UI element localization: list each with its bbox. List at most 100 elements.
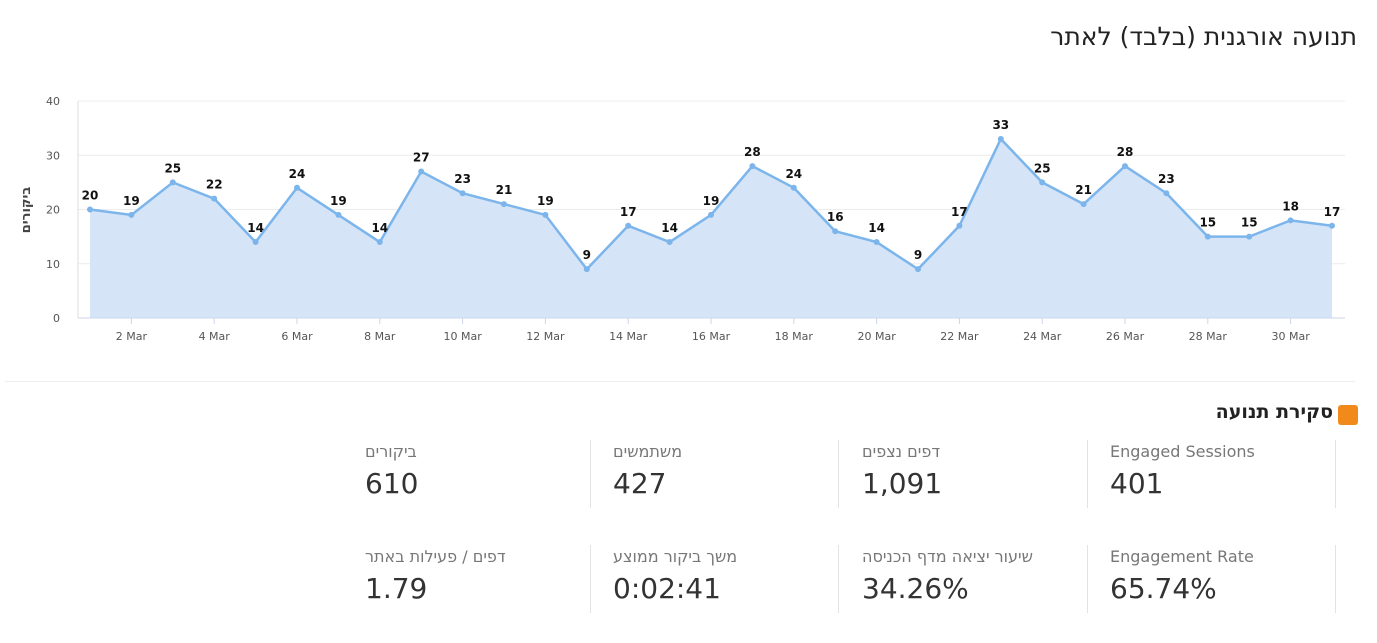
- point: [87, 206, 93, 213]
- data-label: 16: [827, 210, 844, 224]
- data-label: 24: [785, 167, 802, 181]
- x-tick-label: 2 Mar: [116, 330, 148, 343]
- stat-value: 610: [365, 467, 419, 500]
- point: [1287, 217, 1294, 224]
- data-label: 15: [1199, 216, 1216, 230]
- data-label: 28: [744, 145, 761, 159]
- x-tick-label: 4 Mar: [199, 330, 231, 343]
- stat: ביקורים 610: [365, 440, 591, 508]
- stat: משך ביקור ממוצע 0:02:41: [613, 545, 839, 613]
- point: [294, 184, 300, 191]
- point: [873, 239, 880, 246]
- point: [666, 239, 673, 246]
- point: [1122, 163, 1128, 170]
- point: [128, 211, 135, 218]
- overview-title: סקירת תנועה: [1215, 401, 1333, 423]
- stat-value: 65.74%: [1110, 572, 1217, 605]
- y-axis-label: ביקורים: [19, 187, 34, 234]
- x-tick-label: 28 Mar: [1189, 330, 1228, 343]
- point: [832, 228, 839, 235]
- y-tick-label: 10: [46, 258, 60, 271]
- point: [252, 239, 259, 246]
- data-label: 19: [703, 194, 720, 208]
- x-tick-label: 14 Mar: [609, 330, 648, 343]
- data-label: 21: [1075, 183, 1092, 197]
- y-tick-label: 0: [53, 312, 60, 325]
- point: [997, 135, 1004, 142]
- data-label: 17: [951, 205, 968, 219]
- data-label: 33: [992, 118, 1009, 132]
- stat-label: משתמשים: [613, 442, 683, 461]
- chart: תנועה אורגנית (בלבד) לאתר ביקורים 0 10 20 3…: [19, 22, 1357, 343]
- area: [90, 138, 1332, 318]
- y-tick-label: 40: [46, 95, 60, 108]
- x-tick-label: 24 Mar: [1023, 330, 1062, 343]
- point: [956, 222, 963, 229]
- x-tick-label: 22 Mar: [940, 330, 979, 343]
- divider: [5, 381, 1355, 382]
- stat: דפים / פעילות באתר 1.79: [365, 545, 591, 613]
- stat-value: 427: [613, 467, 667, 500]
- data-label: 27: [413, 151, 430, 165]
- stat-value: 401: [1110, 467, 1164, 500]
- point: [1163, 190, 1170, 197]
- stat-value: 1,091: [862, 467, 943, 500]
- data-label: 22: [206, 178, 223, 192]
- point: [376, 239, 383, 246]
- point: [1204, 233, 1211, 240]
- stat-value: 1.79: [365, 572, 428, 605]
- x-tick-label: 6 Mar: [281, 330, 313, 343]
- stat-label: שיעור יציאה מדף הכניסה: [862, 547, 1033, 566]
- data-label: 23: [454, 172, 471, 186]
- y-tick-label: 30: [46, 149, 60, 162]
- point: [459, 190, 466, 197]
- data-label: 14: [247, 221, 264, 235]
- point: [211, 195, 218, 202]
- y-tick-label: 20: [46, 204, 60, 217]
- data-label: 17: [1324, 205, 1341, 219]
- data-label: 19: [330, 194, 347, 208]
- point: [501, 201, 507, 208]
- stat-label: Engaged Sessions: [1110, 442, 1255, 461]
- data-label: 14: [661, 221, 678, 235]
- x-tick-label: 12 Mar: [526, 330, 565, 343]
- stat-label: ביקורים: [365, 442, 417, 461]
- point: [790, 184, 797, 191]
- point: [418, 168, 425, 175]
- data-label: 20: [82, 189, 99, 203]
- data-label: 9: [914, 248, 922, 262]
- point: [749, 163, 756, 170]
- data-label: 19: [123, 194, 140, 208]
- data-label: 28: [1117, 145, 1134, 159]
- stat-label: Engagement Rate: [1110, 547, 1254, 566]
- point: [915, 266, 921, 273]
- point: [1246, 233, 1253, 240]
- stat: משתמשים 427: [613, 440, 839, 508]
- data-label: 25: [164, 161, 181, 175]
- x-tick-label: 10 Mar: [443, 330, 482, 343]
- data-label: 17: [620, 205, 637, 219]
- point: [1080, 201, 1087, 208]
- stat-label: דפים / פעילות באתר: [365, 547, 506, 566]
- point: [625, 222, 632, 229]
- point: [1039, 179, 1046, 186]
- stat: דפים נצפים 1,091: [862, 440, 1088, 508]
- x-tick-label: 18 Mar: [775, 330, 814, 343]
- stat-value: 0:02:41: [613, 572, 721, 605]
- stat-value: 34.26%: [862, 572, 969, 605]
- stat: Engaged Sessions 401: [1110, 440, 1336, 508]
- data-label: 15: [1241, 216, 1258, 230]
- data-label: 21: [496, 183, 513, 197]
- data-label: 19: [537, 194, 554, 208]
- data-label: 14: [371, 221, 388, 235]
- stat: Engagement Rate 65.74%: [1110, 545, 1336, 613]
- data-label: 25: [1034, 161, 1051, 175]
- overview-icon: [1338, 405, 1358, 425]
- point: [1329, 222, 1335, 229]
- point: [708, 211, 714, 218]
- stat-label: משך ביקור ממוצע: [613, 547, 738, 566]
- point: [169, 179, 176, 186]
- x-tick-label: 26 Mar: [1106, 330, 1145, 343]
- stat: שיעור יציאה מדף הכניסה 34.26%: [862, 545, 1088, 613]
